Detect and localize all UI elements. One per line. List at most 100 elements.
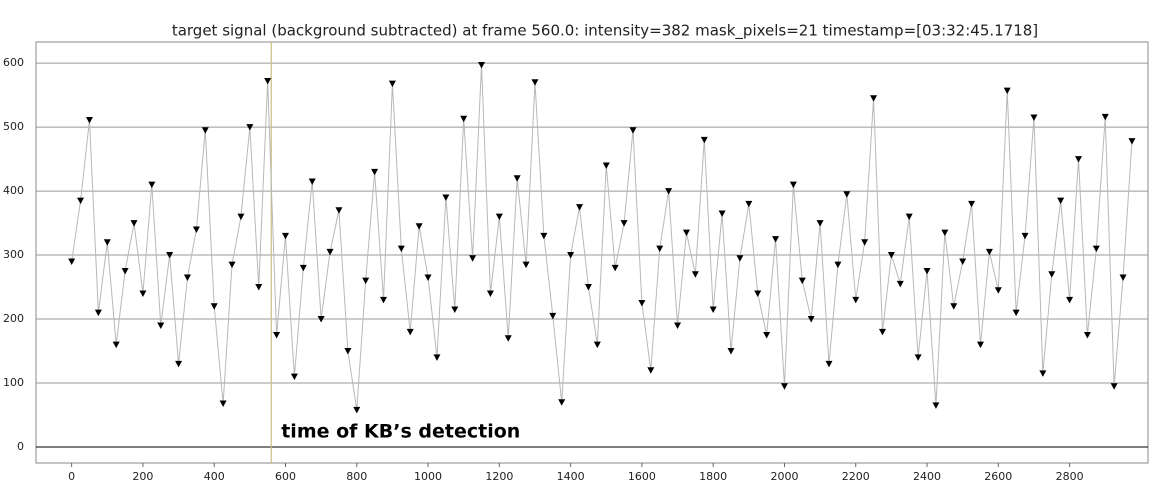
marker [1110, 383, 1118, 390]
marker [941, 229, 949, 237]
marker [1048, 271, 1056, 278]
x-tick-label: 600 [275, 470, 296, 483]
marker [914, 354, 922, 361]
x-tick-label: 1600 [628, 470, 656, 483]
marker [388, 80, 396, 88]
x-tick-label: 2200 [842, 470, 870, 483]
marker [415, 223, 423, 230]
marker [531, 79, 539, 86]
marker [495, 213, 503, 221]
marker [228, 261, 236, 269]
signal-line [71, 65, 1133, 410]
marker [210, 303, 218, 310]
marker [620, 220, 628, 227]
marker [1119, 274, 1127, 281]
marker [1030, 114, 1038, 121]
marker [611, 264, 619, 272]
marker [335, 207, 343, 214]
marker [344, 348, 352, 355]
marker [371, 168, 379, 176]
marker [540, 232, 548, 240]
x-tick-label: 2400 [913, 470, 941, 483]
marker [558, 399, 566, 406]
marker [861, 239, 869, 246]
marker [602, 162, 610, 169]
marker [299, 264, 307, 272]
marker [451, 306, 459, 313]
marker [798, 277, 806, 285]
marker [246, 124, 254, 131]
marker [727, 348, 735, 355]
marker [192, 226, 200, 233]
x-tick-label: 1000 [414, 470, 442, 483]
marker [397, 245, 405, 253]
marker [772, 236, 780, 243]
marker [157, 322, 165, 329]
x-tick-label: 800 [346, 470, 367, 483]
marker [130, 220, 138, 227]
y-tick-label: 300 [3, 248, 24, 261]
marker [584, 284, 592, 291]
marker [255, 284, 263, 291]
marker [424, 274, 432, 281]
marker [281, 232, 289, 240]
marker [94, 309, 102, 317]
x-tick-label: 1800 [699, 470, 727, 483]
marker [406, 328, 414, 336]
annotation: time of KB’s detection [281, 421, 520, 443]
y-tick-label: 200 [3, 312, 24, 325]
marker [1039, 370, 1047, 377]
marker [647, 367, 655, 374]
marker [878, 328, 886, 336]
marker [816, 220, 824, 227]
marker [353, 406, 361, 414]
marker [183, 274, 191, 281]
marker [932, 402, 940, 409]
marker [433, 354, 441, 361]
marker [754, 290, 762, 297]
y-tick-label: 0 [17, 440, 24, 453]
marker [682, 229, 690, 237]
marker [486, 290, 494, 297]
plot-frame [35, 41, 1149, 464]
marker [201, 127, 209, 134]
x-tick-label: 200 [132, 470, 153, 483]
x-tick-label: 1400 [557, 470, 585, 483]
marker [780, 383, 788, 390]
marker [469, 255, 477, 262]
y-tick-label: 100 [3, 376, 24, 389]
marker [709, 306, 717, 313]
marker [763, 332, 771, 339]
x-tick-label: 0 [68, 470, 75, 483]
marker [219, 400, 227, 407]
x-tick-label: 2800 [1056, 470, 1084, 483]
marker [576, 204, 584, 211]
marker [736, 255, 744, 262]
marker [691, 271, 699, 278]
marker [1092, 245, 1100, 253]
marker [103, 239, 111, 246]
marker [85, 117, 93, 124]
marker [1066, 296, 1074, 304]
marker [175, 360, 183, 368]
marker [273, 332, 281, 339]
x-tick-label: 1200 [485, 470, 513, 483]
marker [112, 341, 120, 349]
y-tick-label: 500 [3, 120, 24, 133]
marker [593, 341, 601, 349]
marker [870, 95, 878, 102]
marker [139, 290, 147, 297]
marker [166, 252, 174, 259]
marker [843, 191, 851, 198]
marker [513, 175, 521, 182]
marker [665, 188, 673, 195]
marker [834, 261, 842, 269]
marker [478, 62, 486, 69]
marker [264, 78, 272, 85]
marker [148, 181, 156, 189]
marker [308, 178, 316, 185]
marker [1101, 113, 1109, 121]
marker [629, 127, 637, 134]
marker [638, 300, 646, 307]
